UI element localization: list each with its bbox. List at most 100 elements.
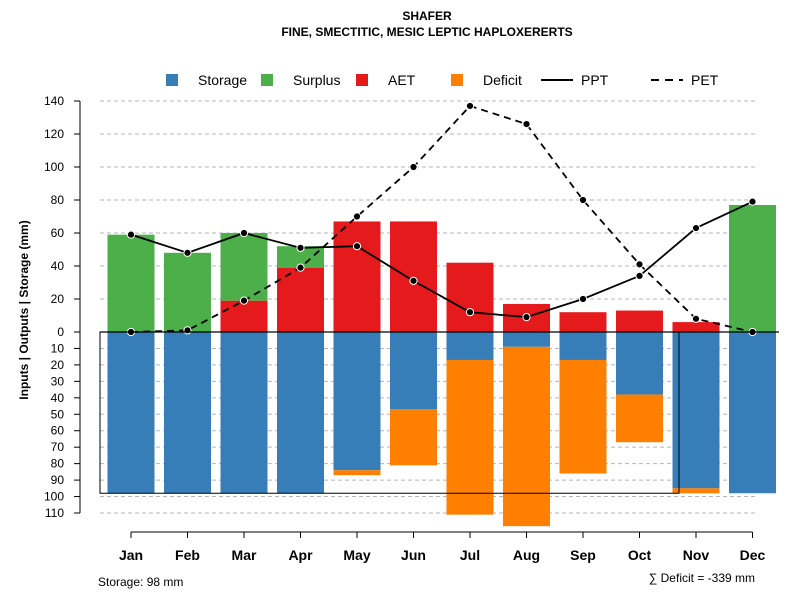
surplus-bar <box>164 252 211 332</box>
ppt-point <box>409 276 418 285</box>
aet-bar <box>333 221 381 332</box>
ppt-point <box>183 248 192 257</box>
deficit-bar <box>672 488 720 494</box>
chart-title: SHAFER <box>402 9 452 23</box>
x-tick-label: Jan <box>119 547 143 563</box>
aet-bar <box>559 312 607 332</box>
x-tick-label: Jun <box>401 547 426 563</box>
y-tick-label: 100 <box>44 160 64 174</box>
storage-note: Storage: 98 mm <box>98 575 183 589</box>
legend-swatch <box>261 74 273 86</box>
aet-bar <box>616 310 663 332</box>
pet-line <box>130 104 753 333</box>
y-tick-label: 20 <box>51 292 65 306</box>
legend-label: AET <box>388 72 416 88</box>
y-tick-label: 60 <box>51 226 65 240</box>
storage-bar <box>503 332 550 347</box>
ppt-point <box>352 242 362 251</box>
x-tick-label: Mar <box>232 547 257 563</box>
aet-bar <box>277 267 324 332</box>
x-tick-label: Feb <box>175 547 200 563</box>
y-tick-label: 120 <box>44 127 64 141</box>
ppt-point <box>635 271 644 280</box>
pet-point <box>296 263 305 272</box>
storage-bar <box>333 332 381 471</box>
y-tick-label: 10 <box>51 341 65 355</box>
deficit-bar <box>503 346 550 527</box>
storage-bar <box>446 332 494 360</box>
ppt-point <box>748 197 757 206</box>
aet-bar <box>446 262 494 332</box>
legend: Storage Surplus AET Deficit PPT PET <box>166 72 719 88</box>
pet-point <box>578 195 588 205</box>
y-tick-label: 50 <box>51 407 65 421</box>
storage-bar <box>729 332 776 494</box>
ppt-point <box>691 223 701 233</box>
surplus-bar <box>220 233 268 301</box>
y-tick-label: 80 <box>51 193 65 207</box>
deficit-bar <box>446 359 494 515</box>
pet-point <box>691 314 701 323</box>
storage-bar <box>107 332 155 494</box>
ppt-point <box>522 313 531 322</box>
x-tick-label: Apr <box>288 547 313 563</box>
y-tick-label: 140 <box>44 94 64 108</box>
chart-subtitle: FINE, SMECTITIC, MESIC LEPTIC HAPLOXERER… <box>281 25 572 39</box>
pet-point <box>239 296 249 305</box>
aet-bar <box>390 221 437 332</box>
y-tick-label: 20 <box>51 358 65 372</box>
x-tick-label: Oct <box>628 547 652 563</box>
y-tick-label: 60 <box>51 424 65 438</box>
storage-bar <box>672 332 720 489</box>
pet-point <box>183 326 192 335</box>
storage-bar <box>164 332 211 494</box>
y-tick-label: 90 <box>51 473 65 487</box>
legend-label: PET <box>691 72 719 88</box>
aet-bar <box>672 322 720 332</box>
x-tick-label: May <box>343 547 370 563</box>
pet-point <box>409 162 418 172</box>
y-tick-label: 30 <box>51 374 65 388</box>
surplus-bar <box>729 204 776 332</box>
y-tick-label: 110 <box>45 506 64 520</box>
y-tick-label: 80 <box>51 457 65 471</box>
ppt-point <box>239 228 249 238</box>
storage-bar <box>616 332 663 395</box>
deficit-bar <box>390 409 437 466</box>
deficit-bar <box>559 359 607 474</box>
legend-label: Deficit <box>483 72 522 88</box>
y-tick-label: 70 <box>51 440 65 454</box>
y-axis-title: Inputs | Outputs | Storage (mm) <box>17 220 31 399</box>
x-tick-label: Jul <box>460 547 480 563</box>
legend-swatch <box>356 74 368 86</box>
legend-swatch <box>451 74 463 86</box>
ppt-point <box>465 308 475 317</box>
storage-bar <box>559 332 607 360</box>
ppt-point <box>578 294 588 304</box>
ppt-line <box>130 200 753 319</box>
surplus-bar <box>277 246 324 268</box>
y-tick-label: 100 <box>44 490 64 504</box>
deficit-note: ∑ Deficit = -339 mm <box>649 571 755 585</box>
x-tick-label: Sep <box>570 547 596 563</box>
deficit-bar <box>333 470 381 476</box>
pet-point <box>522 120 531 129</box>
y-tick-label: 40 <box>51 259 65 273</box>
x-tick-label: Dec <box>740 547 766 563</box>
legend-label: Surplus <box>293 72 340 88</box>
lines <box>126 101 757 337</box>
surplus-bar <box>107 234 155 332</box>
legend-swatch <box>166 74 178 86</box>
bars <box>107 204 776 527</box>
ppt-point <box>296 243 305 252</box>
x-tick-label: Nov <box>683 547 710 563</box>
y-tick-label: 0 <box>57 325 64 339</box>
y-tick-label: 40 <box>51 391 65 405</box>
storage-bar <box>277 332 324 494</box>
ppt-point <box>126 230 136 239</box>
legend-label: Storage <box>198 72 247 88</box>
pet-point <box>635 260 644 269</box>
storage-bar <box>390 332 437 410</box>
pet-point <box>352 212 362 221</box>
